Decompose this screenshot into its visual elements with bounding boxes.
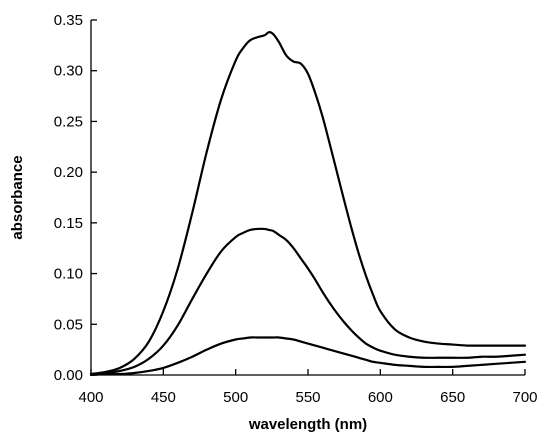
y-tick-label: 0.35: [54, 12, 83, 29]
x-tick-label: 400: [78, 389, 103, 406]
series-line-2: [89, 227, 527, 376]
y-tick-label: 0.05: [54, 316, 83, 333]
x-tick-label: 450: [151, 389, 176, 406]
series-layer: [89, 31, 527, 377]
y-tick-label: 0.30: [54, 63, 83, 80]
x-axis-title: wavelength (nm): [248, 416, 367, 433]
y-tick-label: 0.15: [54, 215, 83, 232]
x-tick-label: 500: [223, 389, 248, 406]
y-tick-label: 0.00: [54, 367, 83, 384]
y-tick-label: 0.20: [54, 164, 83, 181]
y-tick-label: 0.25: [54, 113, 83, 130]
x-tick-label: 700: [512, 389, 537, 406]
series-line-1: [89, 31, 527, 376]
x-tick-label: 650: [440, 389, 465, 406]
x-tick-label: 600: [368, 389, 393, 406]
y-tick-label: 0.10: [54, 266, 83, 283]
series-line-3: [89, 336, 527, 377]
ticks-layer: 0.00 0.05 0.10 0.15 0.20 0.25 0.30 0.35 400 450 50…: [54, 12, 538, 406]
y-axis-title: absorbance: [9, 155, 26, 239]
x-tick-label: 550: [295, 389, 320, 406]
